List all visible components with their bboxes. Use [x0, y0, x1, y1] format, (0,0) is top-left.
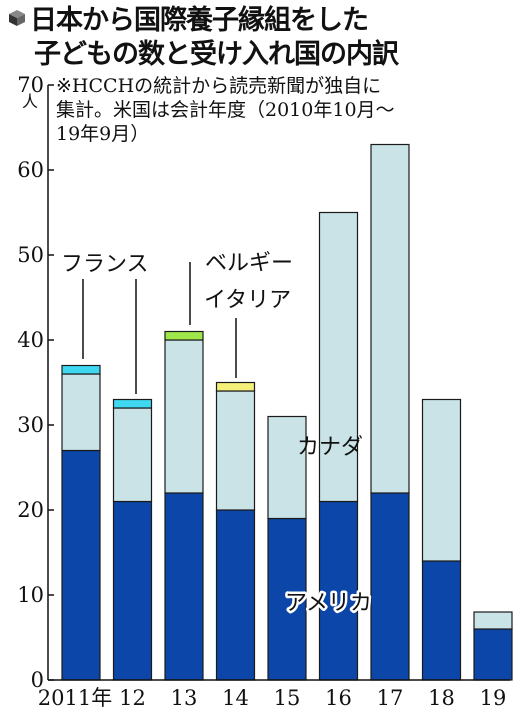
source-note-line-2: 集計。米国は会計年度（2010年10月～ — [56, 99, 395, 121]
x-tick-label-3: 14 — [222, 686, 249, 710]
x-tick-label-6: 17 — [377, 686, 404, 710]
bar-segment-0-2 — [164, 492, 204, 681]
bar-segment-1-0 — [61, 373, 101, 452]
bar-segment-4-3 — [215, 381, 256, 392]
bar-segment-0-7 — [421, 560, 462, 681]
bar-segment-1-5 — [318, 211, 359, 503]
x-tick-label-5: 16 — [325, 686, 352, 710]
bar-segment-2-0 — [61, 364, 101, 375]
bar-segment-0-6 — [370, 492, 410, 681]
label-canada: カナダ — [297, 435, 363, 460]
source-note-line-1: ※HCCHの統計から読売新聞が独自に — [56, 75, 382, 97]
bar-segment-1-4 — [267, 415, 307, 520]
title-text-1: 日本から国際養子縁組をした — [30, 5, 369, 36]
y-tick-label-60: 60 — [17, 158, 44, 182]
bar-segment-3-2 — [164, 330, 204, 341]
x-tick-label-7: 18 — [428, 686, 455, 710]
bar-segment-1-1 — [112, 407, 153, 503]
source-note-line-3: 19年9月） — [56, 123, 150, 145]
source-note: ※HCCHの統計から読売新聞が独自に 集計。米国は会計年度（2010年10月～ … — [56, 74, 516, 146]
chart-title: 日本から国際養子縁組をした 子どもの数と受け入れ国の内訳 — [8, 4, 523, 72]
bar-segment-1-8 — [473, 611, 513, 630]
y-tick-label-70: 70 — [17, 73, 44, 97]
chart-title-line-2: 子どもの数と受け入れ国の内訳 — [34, 39, 399, 70]
bar-segment-0-3 — [215, 509, 256, 681]
x-tick-label-8: 19 — [480, 686, 507, 710]
y-tick-label-20: 20 — [17, 498, 44, 522]
y-tick-label-10: 10 — [17, 583, 44, 607]
label-italy: イタリア — [204, 288, 291, 313]
bar-segment-1-2 — [164, 339, 204, 494]
cube-icon — [9, 10, 25, 26]
bar-segment-1-3 — [215, 390, 256, 511]
x-tick-label-4: 15 — [274, 686, 301, 710]
y-unit-label: 人 — [22, 92, 38, 111]
label-belgium: ベルギー — [205, 251, 293, 276]
x-tick-label-2: 13 — [171, 686, 198, 710]
chart-title-line-1: 日本から国際養子縁組をした — [8, 4, 523, 38]
y-tick-label-0: 0 — [31, 668, 44, 692]
bar-segment-0-1 — [112, 500, 153, 681]
label-france: フランス — [61, 252, 149, 277]
y-tick-label-50: 50 — [17, 243, 44, 267]
bar-segment-0-0 — [61, 449, 101, 681]
label-usa: アメリカ — [285, 591, 372, 616]
bar-segment-1-7 — [421, 398, 462, 562]
y-tick-label-40: 40 — [17, 328, 44, 352]
bar-segment-0-8 — [473, 628, 513, 681]
x-tick-label-0: 2011年 — [38, 686, 112, 710]
bar-segment-2-1 — [112, 398, 153, 409]
y-tick-label-30: 30 — [17, 413, 44, 437]
x-tick-label-1: 12 — [119, 686, 146, 710]
bar-segment-1-6 — [370, 143, 410, 494]
